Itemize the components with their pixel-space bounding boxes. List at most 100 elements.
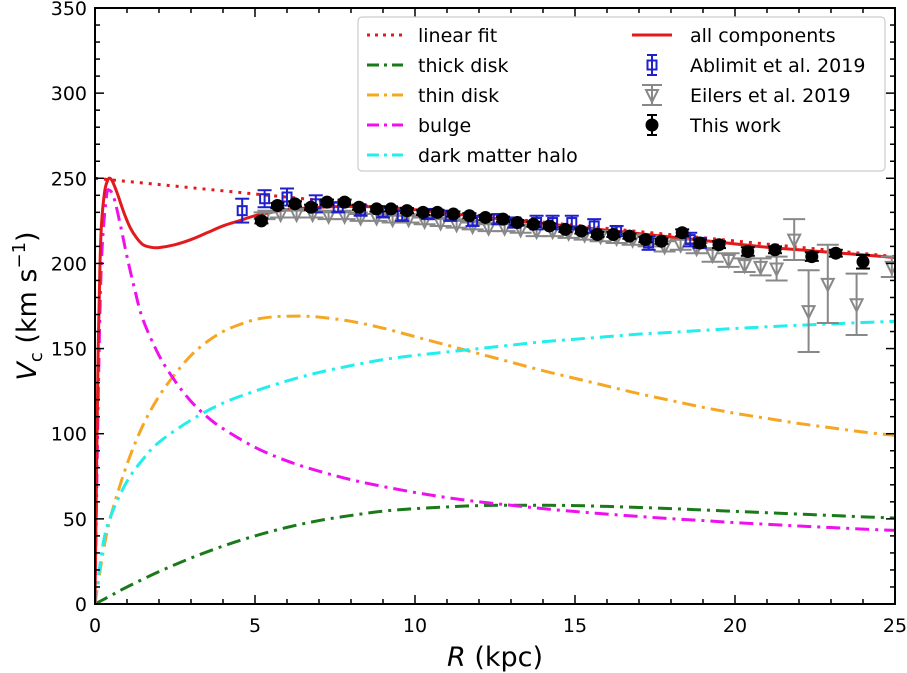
data-point xyxy=(478,210,493,224)
marker-circle xyxy=(352,200,366,214)
y-tick-label: 0 xyxy=(75,594,87,616)
legend-item-all-components: all components xyxy=(632,25,836,47)
marker-circle xyxy=(645,118,659,132)
marker-triangle xyxy=(336,209,353,225)
marker-circle xyxy=(320,195,334,209)
legend-item-thick-disk: thick disk xyxy=(367,55,509,77)
marker-circle xyxy=(400,204,414,218)
marker-square xyxy=(259,193,271,205)
marker-circle xyxy=(338,195,352,209)
marker-circle xyxy=(304,200,318,214)
legend-item-ablimit-et-al-2019: Ablimit et al. 2019 xyxy=(646,54,865,77)
marker-circle xyxy=(693,236,707,250)
marker-triangle xyxy=(786,233,802,249)
x-tick-label: 20 xyxy=(723,615,747,637)
data-point xyxy=(558,222,573,236)
marker-circle xyxy=(638,233,652,247)
data-point xyxy=(717,252,740,270)
data-point xyxy=(320,195,334,209)
data-point xyxy=(254,214,269,228)
marker-circle xyxy=(712,238,726,252)
y-tick-label: 100 xyxy=(51,424,87,446)
marker-circle xyxy=(430,205,444,219)
series-bulge xyxy=(95,188,895,604)
x-tick-label: 5 xyxy=(249,615,261,637)
data-point xyxy=(768,243,782,257)
y-tick-label: 250 xyxy=(51,168,87,190)
data-point xyxy=(880,255,895,279)
legend-label: Eilers et al. 2019 xyxy=(690,85,851,107)
y-axis-title: Vc (km s−1) xyxy=(9,231,47,380)
marker-triangle xyxy=(768,262,785,278)
legend-label: Ablimit et al. 2019 xyxy=(690,55,865,77)
marker-circle xyxy=(526,217,540,231)
legend-item-eilers-et-al-2019: Eilers et al. 2019 xyxy=(642,84,851,107)
data-point xyxy=(384,202,398,216)
marker-triangle xyxy=(320,209,337,225)
data-point xyxy=(542,219,557,233)
data-point xyxy=(235,197,250,224)
data-point xyxy=(352,200,366,214)
y-tick-label: 350 xyxy=(51,0,87,20)
marker-circle xyxy=(606,227,620,241)
marker-circle xyxy=(590,227,604,241)
marker-triangle xyxy=(736,259,753,275)
data-point xyxy=(526,217,541,231)
legend: linear fit thick disk thin disk bulge dark m… xyxy=(357,16,886,172)
marker-square xyxy=(236,205,248,217)
marker-circle xyxy=(270,199,284,213)
data-point xyxy=(270,199,285,213)
marker-circle xyxy=(675,226,689,240)
legend-item-bulge: bulge xyxy=(367,115,471,137)
legend-label: bulge xyxy=(418,115,471,137)
marker-circle xyxy=(558,222,572,236)
legend-label: thin disk xyxy=(418,85,499,107)
marker-circle xyxy=(288,197,302,211)
data-point xyxy=(783,218,806,262)
marker-circle xyxy=(446,207,460,221)
marker-triangle xyxy=(800,305,817,321)
marker-circle xyxy=(384,202,398,216)
series-all-components xyxy=(95,176,895,604)
marker-circle xyxy=(856,255,870,269)
series-thick-disk xyxy=(95,503,895,604)
x-tick-label: 0 xyxy=(89,615,101,637)
data-point xyxy=(749,257,772,277)
data-point xyxy=(496,212,510,226)
data-point xyxy=(638,233,653,247)
legend-item-linear-fit: linear fit xyxy=(367,25,497,47)
marker-circle xyxy=(805,250,819,264)
marker-circle xyxy=(768,243,782,257)
marker-circle xyxy=(510,216,524,230)
marker-circle xyxy=(654,234,668,248)
marker-circle xyxy=(574,224,588,238)
data-point xyxy=(606,227,621,241)
marker-triangle xyxy=(644,89,660,105)
y-tick-label: 300 xyxy=(51,83,87,105)
marker-circle xyxy=(741,245,755,259)
data-point xyxy=(675,226,690,240)
x-axis-title: R (kpc) xyxy=(447,642,543,673)
data-point xyxy=(574,224,589,238)
data-point xyxy=(733,257,756,275)
data-point xyxy=(288,197,302,211)
y-tick-label: 150 xyxy=(51,339,87,361)
marker-circle xyxy=(254,214,268,228)
series-dark-matter-halo xyxy=(95,319,895,604)
legend-item-thin-disk: thin disk xyxy=(367,85,499,107)
legend-label: This work xyxy=(689,115,781,137)
data-point xyxy=(856,253,870,270)
data-point xyxy=(430,205,445,219)
marker-square xyxy=(281,191,293,203)
data-point xyxy=(816,243,839,325)
marker-circle xyxy=(370,202,384,216)
data-point xyxy=(416,205,430,219)
marker-triangle xyxy=(720,254,737,270)
marker-triangle xyxy=(820,277,836,294)
data-point xyxy=(845,272,868,336)
data-point xyxy=(257,189,272,209)
data-point xyxy=(462,209,477,223)
data-point xyxy=(446,207,461,221)
marker-circle xyxy=(496,212,510,226)
